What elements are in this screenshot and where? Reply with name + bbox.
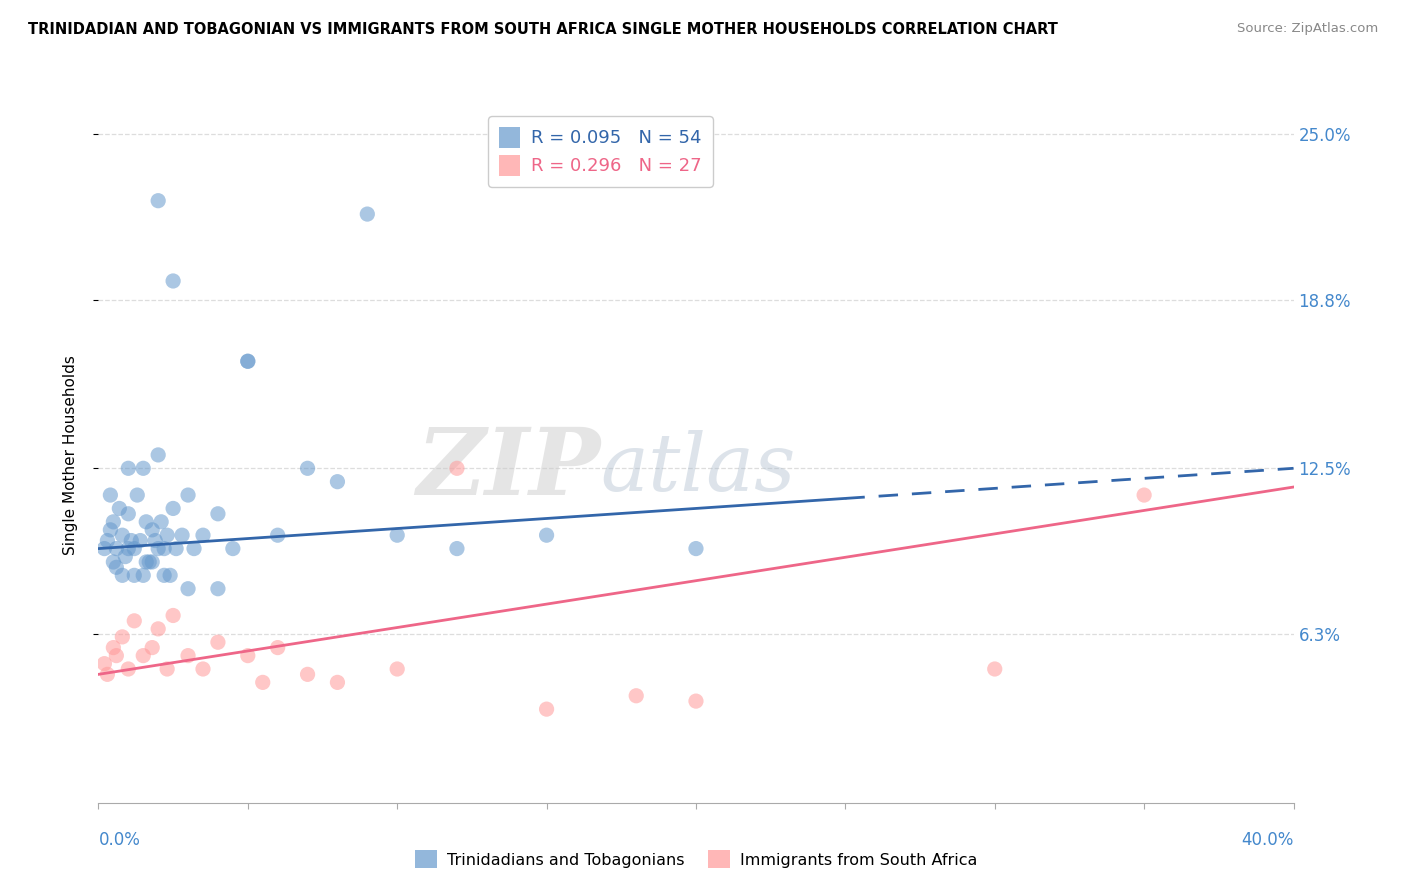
Point <box>103 515 125 529</box>
Point <box>103 640 125 655</box>
Point <box>132 648 155 663</box>
Text: TRINIDADIAN AND TOBAGONIAN VS IMMIGRANTS FROM SOUTH AFRICA SINGLE MOTHER HOUSEHO: TRINIDADIAN AND TOBAGONIAN VS IMMIGRANTS… <box>28 22 1057 37</box>
Point <box>111 528 134 542</box>
Point <box>159 568 181 582</box>
Point <box>138 555 160 569</box>
Point <box>148 448 170 462</box>
Legend: Trinidadians and Tobagonians, Immigrants from South Africa: Trinidadians and Tobagonians, Immigrants… <box>408 844 984 875</box>
Point <box>165 541 187 556</box>
Point <box>267 528 290 542</box>
Point <box>153 568 176 582</box>
Point <box>135 555 157 569</box>
Point <box>207 507 229 521</box>
Point <box>150 515 173 529</box>
Point <box>111 630 134 644</box>
Point <box>96 533 118 548</box>
Point <box>356 207 378 221</box>
Point <box>143 533 166 548</box>
Point <box>117 461 139 475</box>
Point <box>100 523 122 537</box>
Point <box>236 648 259 663</box>
Text: atlas: atlas <box>600 430 796 508</box>
Point <box>124 541 146 556</box>
Point <box>1133 488 1156 502</box>
Point <box>100 488 122 502</box>
Point <box>120 533 142 548</box>
Point <box>156 528 179 542</box>
Point <box>177 488 200 502</box>
Point <box>132 568 155 582</box>
Point <box>385 528 409 542</box>
Point <box>183 541 205 556</box>
Point <box>141 555 163 569</box>
Point <box>177 582 200 596</box>
Point <box>536 528 558 542</box>
Point <box>148 541 170 556</box>
Point <box>685 694 707 708</box>
Point <box>141 523 163 537</box>
Point <box>984 662 1007 676</box>
Text: 40.0%: 40.0% <box>1241 830 1294 848</box>
Point <box>124 568 146 582</box>
Point <box>297 461 319 475</box>
Point <box>446 461 468 475</box>
Point <box>685 541 707 556</box>
Point <box>129 533 152 548</box>
Point <box>385 662 409 676</box>
Point <box>132 461 155 475</box>
Point <box>111 568 134 582</box>
Point <box>114 549 136 564</box>
Point <box>141 640 163 655</box>
Point <box>135 515 157 529</box>
Point <box>148 622 170 636</box>
Point <box>127 488 149 502</box>
Point <box>207 582 229 596</box>
Point <box>236 354 259 368</box>
Text: Source: ZipAtlas.com: Source: ZipAtlas.com <box>1237 22 1378 36</box>
Point <box>117 507 139 521</box>
Text: 0.0%: 0.0% <box>98 830 141 848</box>
Point <box>117 541 139 556</box>
Point <box>326 475 349 489</box>
Point <box>162 274 184 288</box>
Point <box>105 648 128 663</box>
Point <box>93 541 115 556</box>
Point <box>297 667 319 681</box>
Point <box>103 555 125 569</box>
Y-axis label: Single Mother Households: Single Mother Households <box>63 355 77 555</box>
Point <box>191 528 214 542</box>
Text: ZIP: ZIP <box>416 424 600 514</box>
Point <box>536 702 558 716</box>
Point <box>326 675 349 690</box>
Point <box>191 662 214 676</box>
Point <box>162 501 184 516</box>
Point <box>156 662 179 676</box>
Point <box>153 541 176 556</box>
Point <box>446 541 468 556</box>
Point <box>96 667 118 681</box>
Point <box>124 614 146 628</box>
Point <box>172 528 194 542</box>
Point <box>207 635 229 649</box>
Point <box>148 194 170 208</box>
Point <box>93 657 115 671</box>
Point <box>105 541 128 556</box>
Point <box>267 640 290 655</box>
Point <box>236 354 259 368</box>
Point <box>252 675 274 690</box>
Point <box>162 608 184 623</box>
Point <box>108 501 131 516</box>
Point <box>626 689 648 703</box>
Point <box>222 541 245 556</box>
Point <box>177 648 200 663</box>
Point <box>105 560 128 574</box>
Point <box>117 662 139 676</box>
